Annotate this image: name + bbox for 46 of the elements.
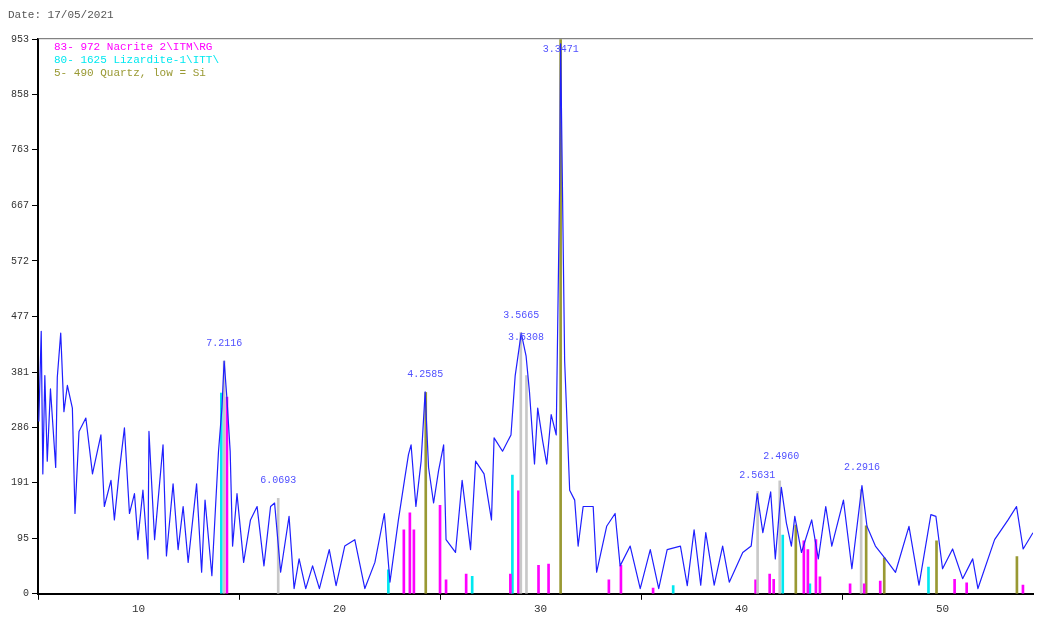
y-tick-label: 381 bbox=[10, 366, 29, 378]
chart-title: Date: 17/05/2021 bbox=[8, 8, 115, 21]
bar bbox=[772, 578, 776, 594]
bar bbox=[547, 563, 550, 594]
bar bbox=[965, 582, 968, 594]
bar bbox=[953, 578, 956, 594]
bar bbox=[756, 491, 759, 594]
annotation: 3.5665 bbox=[503, 309, 540, 321]
bar bbox=[671, 585, 675, 594]
bar bbox=[768, 573, 772, 594]
y-tick-label: 286 bbox=[10, 422, 29, 433]
y-tick-label: 95 bbox=[16, 533, 29, 545]
x-tick-label: 50 bbox=[935, 603, 950, 616]
text: 80- 1625 Lizardite-1\ITT\ bbox=[54, 53, 220, 66]
y-tick-label: 953 bbox=[10, 33, 29, 45]
annotation: 4.2585 bbox=[407, 368, 444, 380]
y-tick-label: 477 bbox=[10, 310, 29, 322]
y-tick-label: 667 bbox=[10, 200, 29, 212]
bar bbox=[470, 576, 474, 594]
text: 5- 490 Quartz, low = Si bbox=[54, 66, 207, 79]
x-tick-label: 40 bbox=[734, 603, 749, 616]
x-tick-label: 10 bbox=[131, 603, 146, 616]
annotation: 2.2916 bbox=[843, 462, 880, 474]
bar bbox=[794, 524, 798, 594]
annotation: 6.0693 bbox=[260, 475, 297, 486]
y-tick-label: 191 bbox=[10, 477, 29, 489]
bar bbox=[537, 564, 540, 594]
bar bbox=[882, 557, 886, 594]
y-tick-label: 763 bbox=[10, 144, 29, 156]
y-tick-label: 572 bbox=[10, 255, 29, 267]
x-tick-label: 20 bbox=[332, 603, 347, 616]
bar bbox=[509, 573, 512, 594]
y-tick-label: 858 bbox=[10, 89, 29, 101]
x-tick-label: 30 bbox=[533, 603, 548, 616]
y-tick-label: 0 bbox=[22, 588, 29, 600]
bar bbox=[935, 540, 938, 594]
bar bbox=[511, 474, 514, 594]
bar bbox=[927, 566, 930, 594]
bar bbox=[781, 534, 785, 594]
bar bbox=[878, 580, 882, 594]
bar bbox=[525, 375, 528, 594]
bar bbox=[219, 392, 223, 594]
annotation: 7.2116 bbox=[206, 337, 243, 349]
text: 83- 972 Nacrite 2\ITM\RG bbox=[54, 40, 213, 53]
annotation: 2.4960 bbox=[763, 450, 800, 462]
annotation: 2.5631 bbox=[739, 470, 776, 482]
